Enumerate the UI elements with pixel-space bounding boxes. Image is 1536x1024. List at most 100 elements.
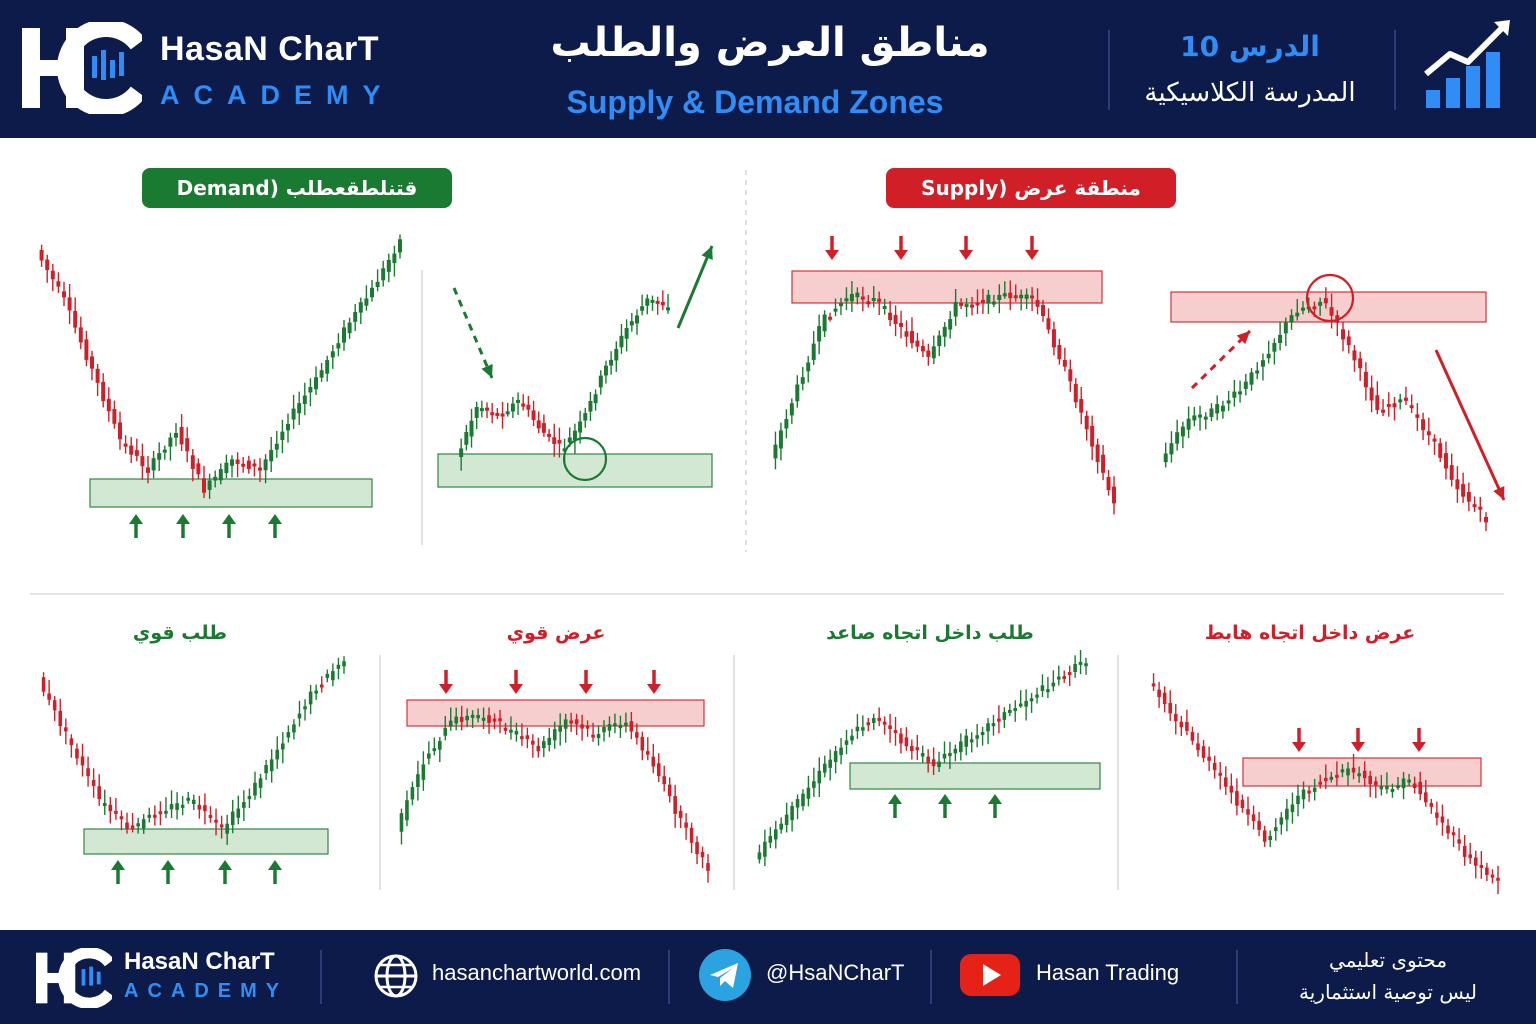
candle-body xyxy=(437,741,442,750)
candle-body xyxy=(219,824,224,828)
candle-body xyxy=(1106,476,1111,491)
arrow-up-icon xyxy=(218,860,232,870)
candle-body xyxy=(342,661,346,667)
candle-body xyxy=(1407,779,1411,783)
candle-body xyxy=(1301,789,1306,800)
candle-body xyxy=(41,677,46,692)
candle-body xyxy=(1260,360,1265,367)
candle-body xyxy=(1443,453,1448,469)
candle-body xyxy=(1390,788,1395,792)
candle-body xyxy=(1385,786,1389,790)
demand-zone-badge: قتنلطقعطلب (Demand Zone) xyxy=(142,168,452,240)
candle-body xyxy=(52,700,57,711)
arrow-up-icon xyxy=(888,794,902,804)
candle-body xyxy=(817,326,822,342)
candle-body xyxy=(1396,785,1400,789)
candle-body xyxy=(969,739,974,743)
candle-body xyxy=(1312,787,1317,792)
candle-body xyxy=(84,339,89,360)
candle-body xyxy=(695,841,699,855)
candle-body xyxy=(986,294,991,304)
candle-body xyxy=(926,756,930,763)
candle-body xyxy=(678,810,683,818)
candle-body xyxy=(263,459,268,471)
candle-body xyxy=(130,825,135,829)
candle-body xyxy=(443,727,448,736)
candle-body xyxy=(547,737,552,745)
candle-body xyxy=(97,786,101,800)
candle-body xyxy=(1163,453,1168,463)
candle-body xyxy=(1340,769,1345,773)
candle-body xyxy=(432,748,437,752)
candle-body xyxy=(1472,504,1477,508)
candle-body xyxy=(817,770,822,784)
candle-body xyxy=(1278,334,1283,344)
trend-arrow-down-icon xyxy=(1434,349,1506,501)
trend-arrow-down-icon xyxy=(1493,486,1505,500)
candle-body xyxy=(490,412,495,416)
candle-body xyxy=(347,322,352,334)
candle-body xyxy=(427,753,431,759)
candle-body xyxy=(915,340,920,347)
candle-body xyxy=(1024,294,1029,299)
candle-body xyxy=(1412,783,1417,789)
arrow-up-icon xyxy=(161,860,175,870)
candle-body xyxy=(833,751,838,763)
candle-body xyxy=(75,748,79,759)
candle-body xyxy=(585,725,590,729)
candle-body xyxy=(213,476,218,481)
candle-body xyxy=(1335,774,1339,778)
candle-body xyxy=(1251,814,1256,822)
candle-body xyxy=(997,294,1002,300)
candle-body xyxy=(1002,712,1007,720)
candle-body xyxy=(860,296,865,300)
candle-body xyxy=(1479,864,1484,868)
arrow-up-icon xyxy=(268,860,282,870)
candle-body xyxy=(920,753,925,757)
candle-body xyxy=(959,302,964,306)
candle-body xyxy=(1168,702,1173,714)
candle-body xyxy=(763,841,767,857)
candle-body xyxy=(469,420,474,437)
candle-body xyxy=(1272,342,1277,352)
candle-body xyxy=(899,733,903,744)
candle-body xyxy=(1375,395,1380,411)
candle-body xyxy=(325,673,330,678)
telegram-link[interactable]: @HsaNCharT xyxy=(766,960,905,985)
candle-body xyxy=(196,463,201,475)
candle-body xyxy=(1401,778,1406,789)
candle-body xyxy=(141,819,146,829)
candle-body xyxy=(948,319,953,330)
youtube-link[interactable]: Hasan Trading xyxy=(1036,960,1180,985)
candle-body xyxy=(1346,768,1350,776)
candle-body xyxy=(1218,772,1223,776)
candle-body xyxy=(364,298,369,306)
candle-body xyxy=(536,745,541,752)
candle-body xyxy=(1363,371,1368,388)
demand-zone-box xyxy=(849,762,1101,790)
candle-body xyxy=(660,301,665,306)
candle-body xyxy=(509,729,513,733)
candle-body xyxy=(69,738,74,746)
candle-body xyxy=(516,399,521,403)
candle-body xyxy=(314,377,318,390)
candle-body xyxy=(416,774,420,788)
candle-body xyxy=(1341,329,1346,340)
website-link[interactable]: hasanchartworld.com xyxy=(432,960,642,985)
arrow-up-icon xyxy=(988,794,1002,804)
candle-body xyxy=(308,691,313,705)
candle-body xyxy=(465,715,469,721)
candle-body xyxy=(1238,391,1243,395)
candle-body xyxy=(624,722,628,726)
candle-body xyxy=(569,720,573,724)
candle-body xyxy=(822,763,827,773)
candle-body xyxy=(123,443,128,447)
candle-body xyxy=(112,409,117,424)
candle-body xyxy=(850,735,854,741)
candle-body xyxy=(899,322,904,327)
footer-divider xyxy=(668,950,670,1004)
candle-body xyxy=(1201,746,1206,758)
candle-body xyxy=(838,302,843,307)
candle-body xyxy=(470,714,475,718)
candle-body xyxy=(574,719,579,725)
